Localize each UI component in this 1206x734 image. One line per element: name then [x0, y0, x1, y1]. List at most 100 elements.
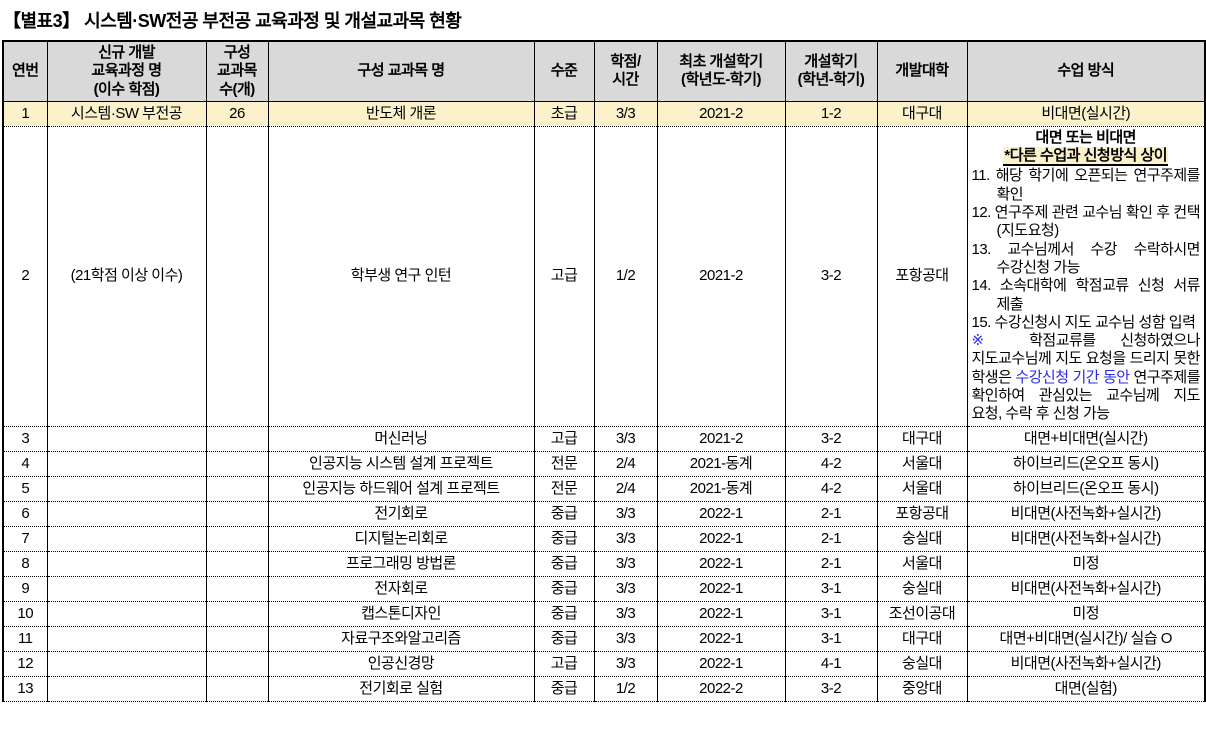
table-row: 12 인공신경망 고급 3/3 2022-1 4-1 숭실대 비대면(사전녹화+…	[2, 650, 1206, 677]
method-warning: *다른 수업과 신청방식 상이	[972, 147, 1201, 167]
cell-credit: 1/2	[593, 125, 658, 427]
cell-course: 반도체 개론	[267, 100, 535, 127]
cell-count	[205, 425, 269, 452]
table-row: 4 인공지능 시스템 설계 프로젝트 전문 2/4 2021-동계 4-2 서울…	[2, 450, 1206, 477]
cell-program	[46, 650, 207, 677]
cell-method: 미정	[966, 600, 1206, 627]
page-title: 【별표3】 시스템·SW전공 부전공 교육과정 및 개설교과목 현황	[3, 11, 462, 31]
cell-first-term: 2022-1	[656, 575, 786, 602]
cell-level: 중급	[533, 500, 595, 527]
header-credit: 학점/ 시간	[593, 40, 658, 102]
cell-credit: 3/3	[593, 600, 658, 627]
cell-first-term: 2022-1	[656, 525, 786, 552]
cell-first-term: 2022-2	[656, 675, 786, 702]
cell-program: (21학점 이상 이수)	[46, 125, 207, 427]
cell-count	[205, 475, 269, 502]
table-row: 11 자료구조와알고리즘 중급 3/3 2022-1 3-1 대구대 대면+비대…	[2, 625, 1206, 652]
cell-level: 전문	[533, 475, 595, 502]
cell-count: 26	[205, 100, 269, 127]
cell-no: 5	[2, 475, 48, 502]
cell-univ: 중앙대	[876, 675, 968, 702]
cell-level: 전문	[533, 450, 595, 477]
cell-count	[205, 450, 269, 477]
cell-term: 3-1	[784, 600, 878, 627]
cell-univ: 대구대	[876, 425, 968, 452]
cell-count	[205, 575, 269, 602]
cell-course: 전자회로	[267, 575, 535, 602]
cell-method: 비대면(사전녹화+실시간)	[966, 575, 1206, 602]
table-row: 1 시스템·SW 부전공 26 반도체 개론 초급 3/3 2021-2 1-2…	[2, 100, 1206, 127]
cell-no: 10	[2, 600, 48, 627]
cell-univ: 대구대	[876, 625, 968, 652]
table-row: 7 디지털논리회로 중급 3/3 2022-1 2-1 숭실대 비대면(사전녹화…	[2, 525, 1206, 552]
note-text-pre: 학점교류를 신청하였으나 지도교수님께 지도 요청을 드리지 못한 학생은	[971, 332, 1201, 386]
cell-level: 고급	[533, 425, 595, 452]
cell-no: 1	[2, 100, 48, 127]
cell-level: 중급	[533, 675, 595, 702]
cell-course: 인공신경망	[267, 650, 535, 677]
cell-level: 초급	[533, 100, 595, 127]
cell-no: 2	[2, 125, 48, 427]
cell-no: 12	[2, 650, 48, 677]
cell-univ: 조선이공대	[876, 600, 968, 627]
header-program: 신규 개발 교육과정 명 (이수 학점)	[46, 40, 207, 102]
cell-first-term: 2022-1	[656, 625, 786, 652]
cell-term: 3-1	[784, 625, 878, 652]
cell-credit: 3/3	[593, 550, 658, 577]
note-text-blue: 수강신청 기간 동안	[1015, 368, 1130, 386]
table-row: 2 (21학점 이상 이수) 학부생 연구 인턴 고급 1/2 2021-2 3…	[2, 125, 1206, 427]
cell-credit: 3/3	[593, 650, 658, 677]
method-step: 11. 해당 학기에 오픈되는 연구주제를 확인	[971, 167, 1201, 203]
cell-first-term: 2021-2	[656, 100, 786, 127]
header-method: 수업 방식	[966, 40, 1206, 102]
cell-first-term: 2021-동계	[656, 475, 786, 502]
cell-course: 인공지능 하드웨어 설계 프로젝트	[267, 475, 535, 502]
cell-count	[205, 525, 269, 552]
cell-credit: 2/4	[593, 475, 658, 502]
cell-course: 자료구조와알고리즘	[267, 625, 535, 652]
cell-program	[46, 475, 207, 502]
cell-method: 비대면(실시간)	[966, 100, 1206, 127]
cell-course: 전기회로	[267, 500, 535, 527]
cell-credit: 3/3	[593, 575, 658, 602]
cell-credit: 3/3	[593, 625, 658, 652]
cell-program	[46, 625, 207, 652]
header-row: 연번 신규 개발 교육과정 명 (이수 학점) 구성 교과목 수(개) 구성 교…	[2, 40, 1206, 102]
cell-term: 3-2	[784, 675, 878, 702]
cell-first-term: 2022-1	[656, 550, 786, 577]
cell-level: 중급	[533, 525, 595, 552]
table-body: 1 시스템·SW 부전공 26 반도체 개론 초급 3/3 2021-2 1-2…	[2, 100, 1206, 702]
table-row: 9 전자회로 중급 3/3 2022-1 3-1 숭실대 비대면(사전녹화+실시…	[2, 575, 1206, 602]
cell-univ: 숭실대	[876, 650, 968, 677]
method-title: 대면 또는 비대면	[1035, 128, 1137, 146]
cell-term: 1-2	[784, 100, 878, 127]
cell-method: 비대면(사전녹화+실시간)	[966, 500, 1206, 527]
cell-univ: 숭실대	[876, 575, 968, 602]
cell-term: 3-2	[784, 425, 878, 452]
cell-univ: 서울대	[876, 450, 968, 477]
cell-method: 비대면(사전녹화+실시간)	[966, 650, 1206, 677]
cell-univ: 숭실대	[876, 525, 968, 552]
cell-method: 대면+비대면(실시간)	[966, 425, 1206, 452]
cell-program	[46, 550, 207, 577]
cell-course: 전기회로 실험	[267, 675, 535, 702]
cell-program	[46, 500, 207, 527]
method-step: 14. 소속대학에 학점교류 신청 서류 제출	[971, 277, 1201, 313]
cell-level: 중급	[533, 550, 595, 577]
cell-count	[205, 675, 269, 702]
cell-method: 대면(실험)	[966, 675, 1206, 702]
cell-program	[46, 450, 207, 477]
cell-level: 중급	[533, 600, 595, 627]
cell-first-term: 2021-2	[656, 425, 786, 452]
cell-method: 대면+비대면(실시간)/ 실습 O	[966, 625, 1206, 652]
cell-first-term: 2022-1	[656, 650, 786, 677]
method-step: 12. 연구주제 관련 교수님 확인 후 컨택(지도요청)	[971, 204, 1201, 240]
method-warning-highlight: *다른 수업과 신청방식 상이	[1003, 147, 1169, 167]
cell-program	[46, 575, 207, 602]
cell-no: 3	[2, 425, 48, 452]
cell-no: 6	[2, 500, 48, 527]
cell-term: 4-2	[784, 475, 878, 502]
cell-level: 고급	[533, 125, 595, 427]
cell-first-term: 2021-동계	[656, 450, 786, 477]
